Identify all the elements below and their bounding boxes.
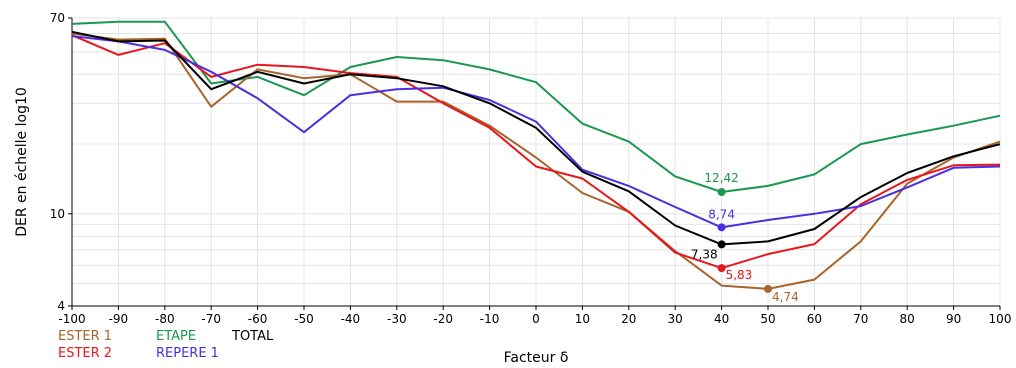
- x-tick-label: -40: [341, 312, 361, 326]
- x-tick-label: -20: [433, 312, 453, 326]
- axes: [68, 17, 1001, 310]
- annotation-label: 5,83: [726, 268, 753, 282]
- x-tick-label: 0: [532, 312, 540, 326]
- x-tick-label: -80: [155, 312, 175, 326]
- series-line-total: [71, 30, 1001, 246]
- x-tick-label: 60: [807, 312, 822, 326]
- annotation-point: [717, 187, 726, 196]
- annotation-point: [717, 264, 726, 273]
- legend: ESTER 1 ETAPE TOTAL ESTER 2 REPERE 1: [58, 329, 274, 361]
- x-tick-label: -100: [58, 312, 85, 326]
- x-tick-label: -60: [248, 312, 268, 326]
- annotation-markers: 12,42 8,74 7,38 5,83 4,74: [691, 171, 799, 304]
- x-tick-label: 30: [668, 312, 683, 326]
- tick-labels: -100 -90 -80 -70 -60 -50 -40 -30 -20 -10 0 10 20 30 40…: [50, 11, 1012, 326]
- x-tick-label: 40: [714, 312, 729, 326]
- y-tick-label: 70: [50, 11, 65, 25]
- series-lines: [71, 20, 1001, 290]
- legend-entry-repere-1: REPERE 1: [156, 346, 219, 361]
- x-tick-label: 70: [853, 312, 868, 326]
- grid: [71, 17, 1001, 307]
- y-axis-label: DER en échelle log10: [14, 87, 30, 237]
- series-line-ester-1: [71, 32, 1001, 290]
- annotation-label: 8,74: [708, 207, 735, 221]
- series-line-ester-2: [71, 34, 1001, 270]
- x-tick-label: -30: [387, 312, 407, 326]
- x-tick-label: 80: [900, 312, 915, 326]
- annotation-point: [717, 223, 726, 232]
- annotation-label: 4,74: [772, 290, 799, 304]
- legend-entry-etape: ETAPE: [156, 329, 196, 344]
- x-tick-label: 90: [946, 312, 961, 326]
- y-tick-label: 10: [50, 207, 65, 221]
- x-tick-label: -90: [109, 312, 129, 326]
- legend-entry-ester-2: ESTER 2: [58, 346, 112, 361]
- legend-entry-ester-1: ESTER 1: [58, 329, 112, 344]
- y-tick-label: 4: [57, 299, 65, 313]
- annotation-point: [764, 284, 772, 293]
- x-tick-label: -50: [294, 312, 314, 326]
- annotation-point: [717, 240, 726, 249]
- x-tick-label: 50: [760, 312, 775, 326]
- annotation-label: 12,42: [704, 171, 738, 185]
- x-tick-label: -10: [480, 312, 500, 326]
- x-tick-label: -70: [201, 312, 221, 326]
- annotation-label: 7,38: [691, 247, 718, 261]
- x-tick-label: 100: [989, 312, 1012, 326]
- legend-entry-total: TOTAL: [231, 329, 274, 344]
- x-tick-label: 20: [621, 312, 636, 326]
- x-axis-label: Facteur δ: [504, 350, 569, 366]
- x-tick-label: 10: [575, 312, 590, 326]
